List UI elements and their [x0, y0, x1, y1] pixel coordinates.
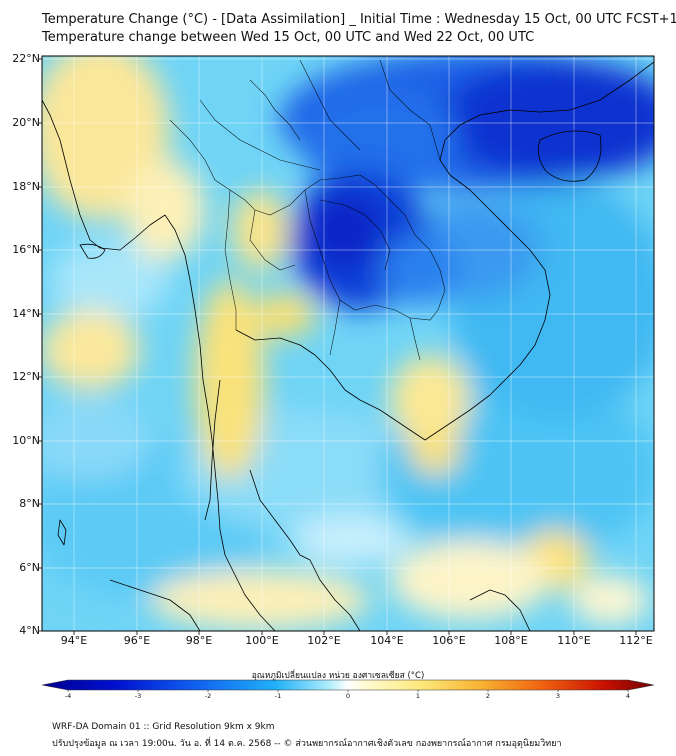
colorbar-tick: 2 — [485, 692, 491, 700]
lat-label: 6°N — [19, 561, 40, 574]
footer-model-info: WRF-DA Domain 01 :: Grid Resolution 9km … — [52, 722, 275, 732]
colorbar-tick: -3 — [134, 692, 142, 700]
colorbar-tick: 3 — [555, 692, 561, 700]
map-subtitle: Temperature change between Wed 15 Oct, 0… — [42, 30, 535, 45]
colorbar-tick: 0 — [345, 692, 351, 700]
lat-label: 10°N — [12, 434, 40, 447]
footer-credit: ปรับปรุงข้อมูล ณ เวลา 19:00น. วัน อ. ที่… — [52, 739, 562, 749]
lon-label: 98°E — [185, 634, 213, 647]
temperature-field — [42, 56, 654, 631]
lat-label: 12°N — [12, 370, 40, 383]
lat-label: 14°N — [12, 307, 40, 320]
lon-label: 102°E — [307, 634, 341, 647]
lat-label: 4°N — [19, 624, 40, 637]
lat-label: 18°N — [12, 180, 40, 193]
lat-label: 8°N — [19, 497, 40, 510]
country-borders — [169, 59, 446, 361]
lon-label: 96°E — [123, 634, 151, 647]
lat-label: 20°N — [12, 116, 40, 129]
lon-label: 110°E — [557, 634, 591, 647]
lon-label: 112°E — [619, 634, 653, 647]
colorbar-tick: -2 — [204, 692, 212, 700]
colorbar-tick: 4 — [625, 692, 631, 700]
colorbar-tick: 1 — [415, 692, 421, 700]
map-title: Temperature Change (°C) - [Data Assimila… — [42, 12, 676, 27]
lon-label: 104°E — [370, 634, 404, 647]
colorbar-tick: -4 — [64, 692, 72, 700]
colorbar-title: อุณหภูมิเปลี่ยนแปลง หน่วย องศาเซลเซียส (… — [251, 671, 425, 681]
coastlines — [42, 61, 654, 631]
lat-label: 16°N — [12, 243, 40, 256]
lon-label: 108°E — [494, 634, 528, 647]
colorbar — [41, 679, 655, 692]
lat-label: 22°N — [12, 52, 40, 65]
lon-label: 100°E — [245, 634, 279, 647]
lon-label: 94°E — [60, 634, 88, 647]
colorbar-tick: -1 — [274, 692, 282, 700]
lon-label: 106°E — [432, 634, 466, 647]
graticule — [42, 56, 654, 631]
